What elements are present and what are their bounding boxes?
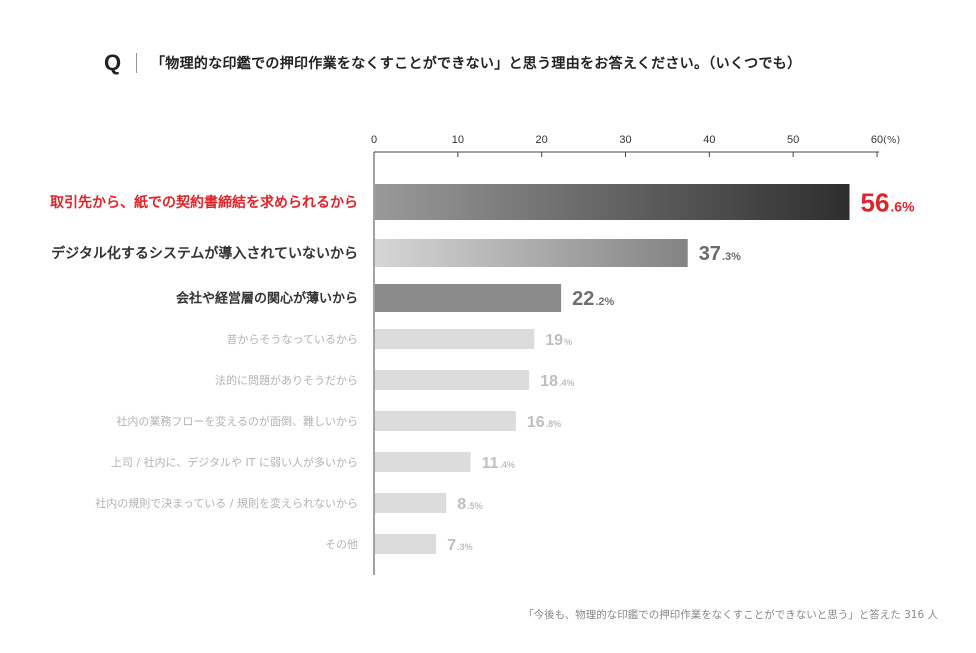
category-label: 上司 / 社内に、デジタルや IT に弱い人が多いから bbox=[111, 455, 358, 469]
value-label: 22.2% bbox=[572, 288, 614, 310]
value-label: 37.3% bbox=[699, 243, 741, 265]
bar bbox=[375, 411, 516, 431]
footnote: 「今後も、物理的な印鑑での押印作業をなくすことができないと思う」と答えた 316… bbox=[523, 609, 938, 621]
bar bbox=[375, 239, 688, 267]
category-label: その他 bbox=[325, 538, 358, 551]
bar bbox=[375, 452, 471, 472]
x-tick-label: 20 bbox=[536, 134, 548, 146]
category-label: 昔からそうなっているから bbox=[227, 333, 358, 346]
bar bbox=[375, 370, 530, 390]
value-label: 16.8% bbox=[527, 414, 561, 431]
value-label: 18.4% bbox=[540, 373, 574, 390]
axis-layer: 0 10 20 30 40 50 60 (%) bbox=[371, 134, 900, 575]
value-label: 7.3% bbox=[447, 537, 472, 554]
x-tick-label: 0 bbox=[371, 134, 377, 146]
category-label: 法的に問題がありそうだから bbox=[215, 373, 358, 387]
bar bbox=[375, 184, 850, 220]
bar bbox=[375, 534, 437, 554]
category-label: 社内の業務フローを変えるのが面倒、難しいから bbox=[116, 414, 358, 428]
x-tick-label: 40 bbox=[703, 134, 715, 146]
value-label: 8.5% bbox=[457, 496, 482, 513]
category-label: 社内の規則で決まっている / 規則を変えられないから bbox=[95, 496, 358, 510]
x-axis-unit: (%) bbox=[883, 135, 900, 146]
bar-layer: 取引先から、紙での契約書締結を求められるから 56.6% デジタル化するシステムが導… bbox=[50, 184, 915, 554]
bar bbox=[375, 284, 562, 312]
question-mark: Q bbox=[104, 50, 122, 75]
x-tick-label: 60 bbox=[871, 134, 883, 146]
question-divider bbox=[136, 53, 137, 73]
value-label: 56.6% bbox=[860, 187, 915, 217]
category-label: デジタル化するシステムが導入されていないから bbox=[51, 245, 358, 262]
x-tick-label: 10 bbox=[452, 134, 464, 146]
category-label: 取引先から、紙での契約書締結を求められるから bbox=[50, 194, 358, 211]
category-label: 会社や経営層の関心が薄いから bbox=[176, 291, 358, 307]
bar bbox=[375, 493, 447, 513]
question-header: Q 「物理的な印鑑での押印作業をなくすことができない」と思う理由をお答えください… bbox=[104, 48, 801, 78]
question-text: 「物理的な印鑑での押印作業をなくすことができない」と思う理由をお答えください。（… bbox=[151, 56, 802, 72]
x-tick-label: 30 bbox=[619, 134, 631, 146]
bar bbox=[375, 329, 535, 349]
x-tick-label: 50 bbox=[787, 134, 799, 146]
value-label: 11.4% bbox=[482, 455, 515, 472]
value-label: 19% bbox=[545, 332, 572, 349]
